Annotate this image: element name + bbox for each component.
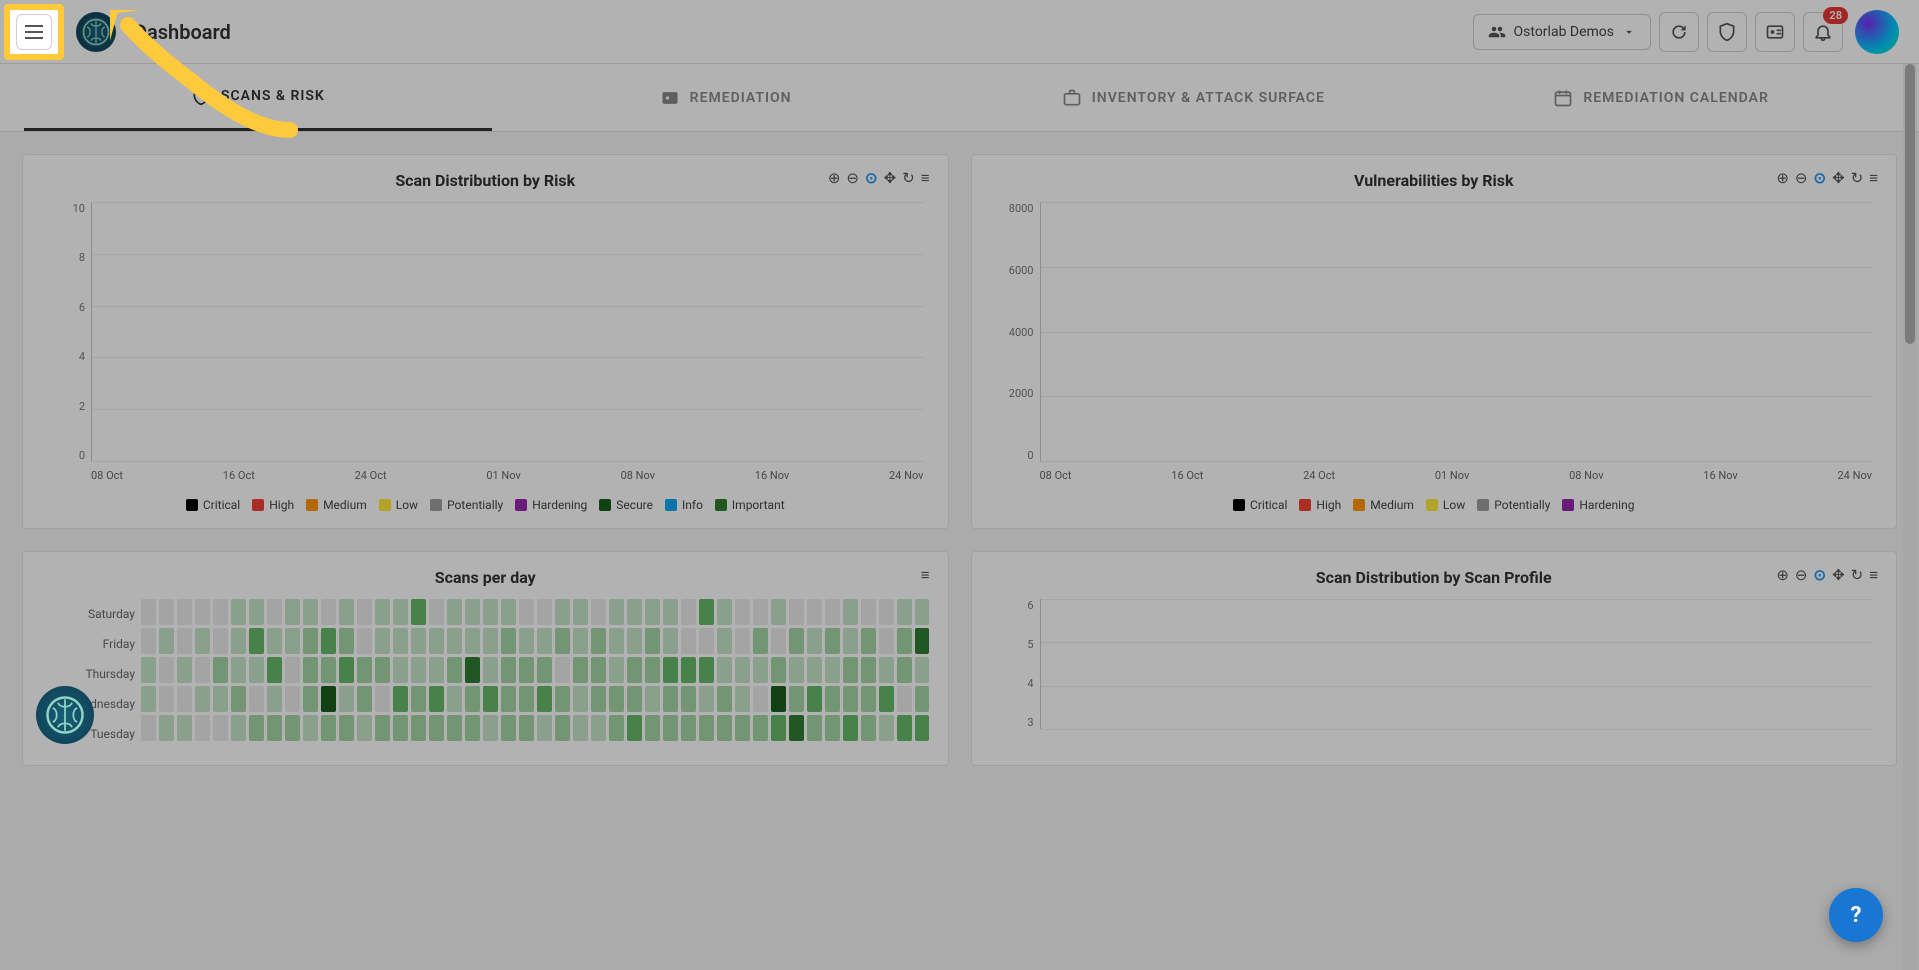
menu-button[interactable]	[16, 14, 52, 50]
app-header: Dashboard Ostorlab Demos 28	[0, 0, 1919, 64]
refresh-button[interactable]	[1659, 12, 1699, 52]
zoom-in-icon[interactable]: ⊕	[1776, 169, 1789, 187]
zoom-in-icon[interactable]: ⊕	[828, 169, 841, 187]
card-title: Vulnerabilities by Risk	[1354, 171, 1514, 190]
chart-legend: CriticalHighMediumLowPotentiallyHardenin…	[990, 498, 1879, 512]
card-scan-distribution-risk: Scan Distribution by Risk ⊕ ⊖ ⊙ ✥ ↻ ≡ 10…	[22, 154, 949, 529]
chart-area: 1086420 08 Oct16 Oct24 Oct01 Nov08 Nov16…	[41, 202, 930, 492]
zoom-out-icon[interactable]: ⊖	[1795, 566, 1808, 584]
badge-icon	[1765, 22, 1785, 42]
shield-button[interactable]	[1707, 12, 1747, 52]
tab-label: REMEDIATION	[690, 90, 792, 106]
chart-toolbar: ⊕ ⊖ ⊙ ✥ ↻ ≡	[828, 169, 930, 187]
bell-icon	[1813, 22, 1833, 42]
card-title: Scan Distribution by Scan Profile	[1316, 568, 1552, 587]
tab-inventory[interactable]: INVENTORY & ATTACK SURFACE	[960, 64, 1428, 131]
tab-scans-risk[interactable]: SCANS & RISK	[24, 64, 492, 131]
card-title: Scans per day	[435, 568, 536, 587]
notification-badge: 28	[1823, 7, 1848, 24]
chart-toolbar: ⊕ ⊖ ⊙ ✥ ↻ ≡	[1776, 566, 1878, 584]
zoom-in-icon[interactable]: ⊕	[1776, 566, 1789, 584]
hamburger-icon	[25, 31, 43, 33]
user-avatar[interactable]	[1855, 10, 1899, 54]
brain-icon	[44, 694, 86, 736]
heatmap: SaturdayFridayThursdayWednesdayTuesday	[41, 599, 930, 749]
search-zoom-icon[interactable]: ⊙	[1814, 169, 1827, 187]
chart-toolbar: ≡	[921, 566, 930, 584]
tab-label: SCANS & RISK	[221, 88, 325, 104]
vertical-scrollbar[interactable]	[1903, 64, 1917, 970]
tab-calendar[interactable]: REMEDIATION CALENDAR	[1427, 64, 1895, 131]
chart-area: 6543	[990, 599, 1879, 729]
zoom-out-icon[interactable]: ⊖	[846, 169, 859, 187]
brain-icon	[81, 17, 111, 47]
people-icon	[1488, 23, 1506, 41]
pan-icon[interactable]: ✥	[884, 169, 897, 187]
org-selector[interactable]: Ostorlab Demos	[1473, 14, 1651, 50]
dashboard-grid: Scan Distribution by Risk ⊕ ⊖ ⊙ ✥ ↻ ≡ 10…	[0, 132, 1919, 788]
reset-icon[interactable]: ↻	[1851, 566, 1864, 584]
app-logo[interactable]	[76, 12, 116, 52]
tab-label: REMEDIATION CALENDAR	[1583, 90, 1768, 106]
menu-icon[interactable]: ≡	[1869, 169, 1878, 187]
pan-icon[interactable]: ✥	[1832, 566, 1845, 584]
card-scan-distribution-profile: Scan Distribution by Scan Profile ⊕ ⊖ ⊙ …	[971, 551, 1898, 766]
calendar-icon	[1553, 88, 1573, 108]
chart-legend: CriticalHighMediumLowPotentiallyHardenin…	[41, 498, 930, 512]
tab-remediation[interactable]: REMEDIATION	[492, 64, 960, 131]
reset-icon[interactable]: ↻	[902, 169, 915, 187]
chart-toolbar: ⊕ ⊖ ⊙ ✥ ↻ ≡	[1776, 169, 1878, 187]
card-scans-per-day: Scans per day ≡ SaturdayFridayThursdayWe…	[22, 551, 949, 766]
org-name: Ostorlab Demos	[1514, 24, 1614, 40]
menu-icon[interactable]: ≡	[1869, 566, 1878, 584]
chart-area: 80006000400020000 08 Oct16 Oct24 Oct01 N…	[990, 202, 1879, 492]
tab-label: INVENTORY & ATTACK SURFACE	[1092, 90, 1325, 106]
dashboard-tabs: SCANS & RISK REMEDIATION INVENTORY & ATT…	[0, 64, 1919, 132]
menu-icon[interactable]: ≡	[921, 169, 930, 187]
reset-icon[interactable]: ↻	[1851, 169, 1864, 187]
floating-logo[interactable]	[36, 686, 94, 744]
notifications-button[interactable]: 28	[1803, 12, 1843, 52]
menu-highlight	[4, 4, 64, 60]
zoom-out-icon[interactable]: ⊖	[1795, 169, 1808, 187]
search-zoom-icon[interactable]: ⊙	[865, 169, 878, 187]
shield-icon	[1717, 22, 1737, 42]
chevron-down-icon	[1622, 25, 1636, 39]
card-vulnerabilities-risk: Vulnerabilities by Risk ⊕ ⊖ ⊙ ✥ ↻ ≡ 8000…	[971, 154, 1898, 529]
help-fab[interactable]: ?	[1829, 888, 1883, 942]
menu-icon[interactable]: ≡	[921, 566, 930, 584]
card-title: Scan Distribution by Risk	[395, 171, 575, 190]
shield-icon	[191, 86, 211, 106]
refresh-icon	[1669, 22, 1689, 42]
briefcase-icon	[1062, 88, 1082, 108]
card-button[interactable]	[1755, 12, 1795, 52]
search-zoom-icon[interactable]: ⊙	[1814, 566, 1827, 584]
page-title: Dashboard	[134, 20, 231, 44]
pan-icon[interactable]: ✥	[1832, 169, 1845, 187]
badge-icon	[660, 88, 680, 108]
